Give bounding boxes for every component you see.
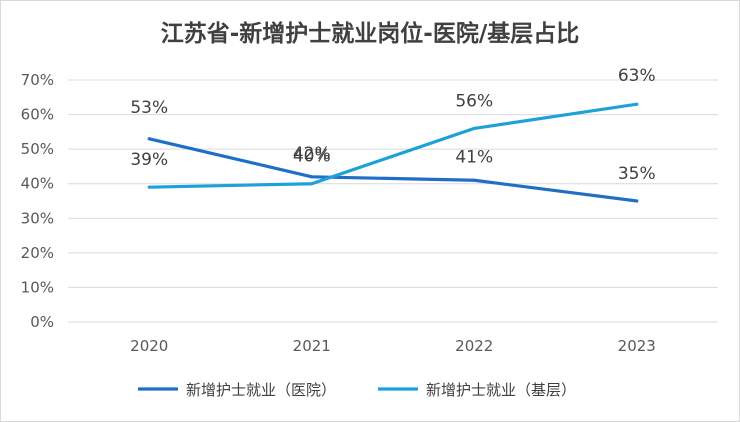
x-axis: 2020 2021 2022 2023 (130, 337, 656, 355)
legend-label: 新增护士就业（医院） (186, 381, 336, 399)
legend: 新增护士就业（医院） 新增护士就业（基层） (138, 381, 576, 399)
x-tick-label: 2020 (130, 337, 168, 355)
data-point (635, 199, 639, 203)
y-tick-label: 70% (21, 71, 54, 89)
y-tick-label: 20% (21, 244, 54, 262)
data-point (147, 185, 151, 189)
y-tick-label: 10% (21, 278, 54, 296)
data-point (472, 126, 476, 130)
data-label: 56% (455, 91, 493, 111)
x-tick-label: 2021 (293, 337, 331, 355)
series-layer (147, 102, 639, 203)
data-label: 40% (293, 147, 331, 167)
y-tick-label: 50% (21, 140, 54, 158)
data-label: 53% (130, 98, 168, 118)
y-axis: 0% 10% 20% 30% 40% 50% 60% 70% (21, 71, 54, 331)
data-label: 63% (618, 66, 656, 86)
data-label: 35% (618, 164, 656, 184)
y-tick-label: 40% (21, 175, 54, 193)
data-point (635, 102, 639, 106)
x-tick-label: 2022 (455, 337, 493, 355)
data-labels: 53% 42% 41% 35% 39% 40% 56% 63% (130, 66, 655, 184)
data-point (147, 137, 151, 141)
gridlines (68, 79, 718, 323)
data-point (472, 178, 476, 182)
series-line-1 (147, 137, 639, 203)
data-point (310, 182, 314, 186)
series-line-2 (147, 102, 639, 189)
data-label: 41% (455, 147, 493, 167)
x-tick-label: 2023 (618, 337, 656, 355)
y-tick-label: 30% (21, 209, 54, 227)
chart-title: 江苏省-新增护士就业岗位-医院/基层占比 (160, 21, 580, 47)
data-point (310, 175, 314, 179)
y-tick-label: 0% (30, 313, 54, 331)
y-tick-label: 60% (21, 106, 54, 124)
data-label: 42% (293, 144, 331, 164)
legend-label: 新增护士就业（基层） (426, 381, 576, 399)
data-label: 39% (130, 150, 168, 170)
